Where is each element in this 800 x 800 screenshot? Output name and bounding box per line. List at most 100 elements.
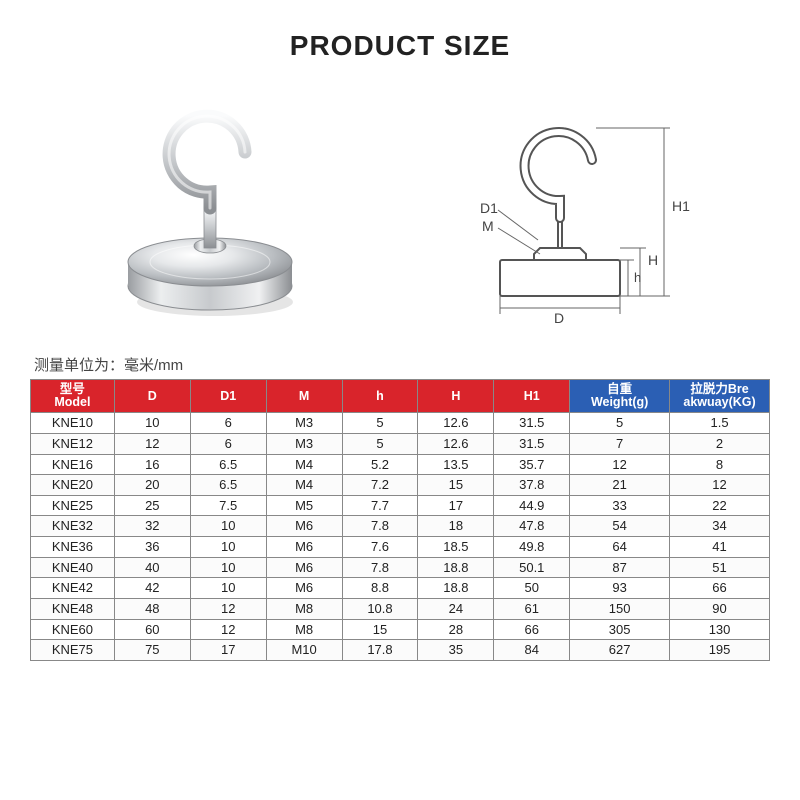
- table-cell: 12: [570, 454, 670, 475]
- table-cell: 13.5: [418, 454, 494, 475]
- table-row: KNE20206.5M47.21537.82112: [31, 475, 770, 496]
- dim-label-hcap: H: [648, 252, 658, 268]
- th-weight: 自重Weight(g): [570, 380, 670, 413]
- table-cell: 21: [570, 475, 670, 496]
- table-cell: 20: [114, 475, 190, 496]
- table-cell: 24: [418, 599, 494, 620]
- unit-note: 测量单位为：毫米/mm: [34, 354, 770, 375]
- table-cell: 195: [670, 640, 770, 661]
- table-cell: 60: [114, 619, 190, 640]
- th-pull: 拉脱力Breakwuay(KG): [670, 380, 770, 413]
- dimension-diagram: D1 M H1 H h D: [440, 90, 720, 330]
- product-photo: [80, 90, 340, 330]
- th-d: D: [114, 380, 190, 413]
- table-row: KNE404010M67.818.850.18751: [31, 557, 770, 578]
- table-cell: 31.5: [494, 433, 570, 454]
- table-cell: 66: [494, 619, 570, 640]
- table-cell: M8: [266, 619, 342, 640]
- table-cell: 93: [570, 578, 670, 599]
- table-cell: 5: [570, 413, 670, 434]
- table-cell: 6: [190, 433, 266, 454]
- table-cell: KNE20: [31, 475, 115, 496]
- table-row: KNE363610M67.618.549.86441: [31, 537, 770, 558]
- table-cell: 10: [190, 537, 266, 558]
- table-cell: 150: [570, 599, 670, 620]
- table-cell: 33: [570, 495, 670, 516]
- spec-table: 型号Model D D1 M h H H1 自重Weight(g) 拉脱力Bre…: [30, 379, 770, 661]
- table-cell: M6: [266, 557, 342, 578]
- th-d1: D1: [190, 380, 266, 413]
- table-cell: KNE12: [31, 433, 115, 454]
- table-cell: 10: [114, 413, 190, 434]
- table-cell: 15: [418, 475, 494, 496]
- table-cell: 10: [190, 516, 266, 537]
- table-cell: 7.5: [190, 495, 266, 516]
- table-cell: KNE32: [31, 516, 115, 537]
- table-cell: 54: [570, 516, 670, 537]
- table-row: KNE10106M3512.631.551.5: [31, 413, 770, 434]
- table-cell: 44.9: [494, 495, 570, 516]
- table-row: KNE484812M810.8246115090: [31, 599, 770, 620]
- table-cell: 5: [342, 433, 418, 454]
- table-cell: KNE60: [31, 619, 115, 640]
- table-cell: 48: [114, 599, 190, 620]
- table-cell: 7.6: [342, 537, 418, 558]
- table-row: KNE757517M1017.83584627195: [31, 640, 770, 661]
- table-cell: 50: [494, 578, 570, 599]
- table-cell: 50.1: [494, 557, 570, 578]
- th-model: 型号Model: [31, 380, 115, 413]
- dim-label-h1: H1: [672, 198, 690, 214]
- table-row: KNE12126M3512.631.572: [31, 433, 770, 454]
- table-cell: 5.2: [342, 454, 418, 475]
- table-row: KNE424210M68.818.8509366: [31, 578, 770, 599]
- th-h: h: [342, 380, 418, 413]
- table-cell: 1.5: [670, 413, 770, 434]
- table-cell: M4: [266, 454, 342, 475]
- table-cell: 64: [570, 537, 670, 558]
- table-row: KNE25257.5M57.71744.93322: [31, 495, 770, 516]
- table-cell: M4: [266, 475, 342, 496]
- table-cell: KNE48: [31, 599, 115, 620]
- table-cell: M8: [266, 599, 342, 620]
- page-title: PRODUCT SIZE: [30, 30, 770, 62]
- table-cell: 47.8: [494, 516, 570, 537]
- table-cell: 84: [494, 640, 570, 661]
- dim-label-h: h: [634, 270, 641, 285]
- table-header-row: 型号Model D D1 M h H H1 自重Weight(g) 拉脱力Bre…: [31, 380, 770, 413]
- table-cell: 17: [418, 495, 494, 516]
- table-cell: 6: [190, 413, 266, 434]
- table-cell: 10: [190, 578, 266, 599]
- table-cell: 35.7: [494, 454, 570, 475]
- dim-label-d: D: [554, 310, 564, 326]
- table-cell: 18.5: [418, 537, 494, 558]
- table-cell: 66: [670, 578, 770, 599]
- table-cell: 5: [342, 413, 418, 434]
- table-cell: 15: [342, 619, 418, 640]
- table-cell: KNE40: [31, 557, 115, 578]
- table-cell: 28: [418, 619, 494, 640]
- table-cell: 17: [190, 640, 266, 661]
- table-cell: 16: [114, 454, 190, 475]
- table-cell: 6.5: [190, 475, 266, 496]
- table-cell: 8.8: [342, 578, 418, 599]
- table-cell: 25: [114, 495, 190, 516]
- table-cell: 10.8: [342, 599, 418, 620]
- table-cell: 305: [570, 619, 670, 640]
- table-cell: M10: [266, 640, 342, 661]
- table-row: KNE606012M8152866305130: [31, 619, 770, 640]
- table-cell: 12: [190, 599, 266, 620]
- table-cell: 18: [418, 516, 494, 537]
- table-cell: 627: [570, 640, 670, 661]
- table-cell: 12: [190, 619, 266, 640]
- table-cell: 8: [670, 454, 770, 475]
- table-cell: 36: [114, 537, 190, 558]
- table-cell: M6: [266, 537, 342, 558]
- table-cell: 22: [670, 495, 770, 516]
- table-cell: M3: [266, 413, 342, 434]
- table-cell: 7.2: [342, 475, 418, 496]
- table-cell: M3: [266, 433, 342, 454]
- table-cell: 49.8: [494, 537, 570, 558]
- table-cell: 7.8: [342, 516, 418, 537]
- table-cell: 34: [670, 516, 770, 537]
- dim-label-d1: D1: [480, 200, 498, 216]
